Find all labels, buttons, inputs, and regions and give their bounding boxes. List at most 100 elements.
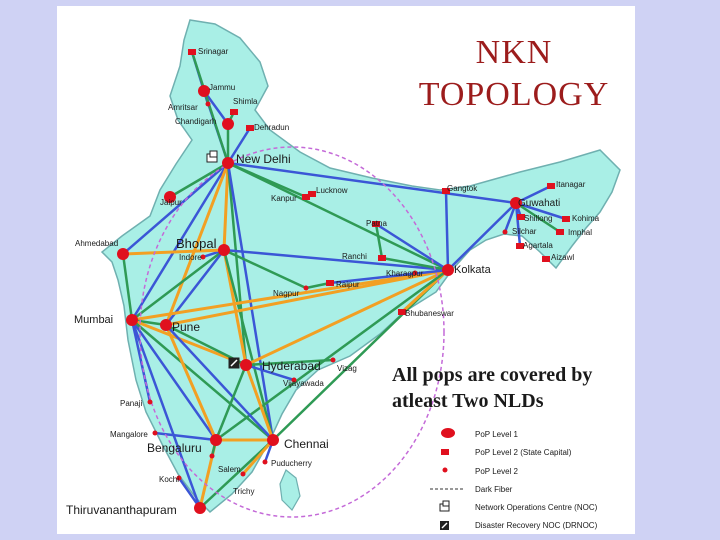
nld-link-bhopal-mumbai: [130, 248, 226, 322]
coverage-caption: All pops are covered by atleast Two NLDs: [392, 362, 642, 414]
nld-link-delhi-srinagar: [190, 50, 230, 165]
pop-level2-capital-lucknow: [308, 191, 316, 197]
label-patna: Patna: [366, 219, 387, 228]
pop-level2-capital-agartala: [516, 243, 524, 249]
pop-level2-nagpur: [303, 285, 309, 291]
nld-link-hyderabad-chennai: [244, 363, 275, 442]
nld-link-guwahati-kohima: [514, 201, 568, 221]
label-chennai: Chennai: [284, 437, 329, 451]
legend-item-drnoc: Disaster Recovery NOC (DRNOC): [440, 521, 598, 530]
label-itanagar: Itanagar: [556, 180, 586, 189]
pop-level2-capital-patna: [372, 221, 380, 227]
nld-link-delhi-kanpur: [226, 161, 308, 199]
nld-link-delhi-hyderabad: [226, 161, 248, 367]
nld-link-mumbai-bengaluru: [130, 318, 218, 442]
pop-level2-capital-imphal: [556, 229, 564, 235]
small-red-dot-icon: [442, 467, 448, 473]
pop-level1-mumbai: [126, 314, 138, 326]
drnoc-icon: [440, 521, 449, 530]
legend-label: Network Operations Centre (NOC): [475, 503, 598, 512]
label-raipur: Raipur: [336, 280, 360, 289]
nld-link-pune-bengaluru: [164, 323, 218, 442]
nld-link-bhopal-kolkata: [222, 248, 450, 272]
label-kanpur: Kanpur: [271, 194, 297, 203]
legend-item-pop-level2: PoP Level 2: [442, 467, 519, 476]
nld-link-guwahati-imphal: [514, 201, 562, 234]
nld-link-mumbai-hyderabad: [130, 318, 248, 367]
label-bhopal: Bhopal: [176, 236, 217, 251]
pop-level1-hyderabad: [240, 359, 252, 371]
island-landmass: [279, 469, 301, 511]
label-bhubaneswar: Bhubaneswar: [405, 309, 454, 318]
pop-level2-capital-kanpur: [302, 194, 310, 200]
pop-level2-capital-aizawl: [542, 256, 550, 262]
nld-link-bengaluru-mangalore: [153, 431, 218, 442]
label-nagpur: Nagpur: [273, 289, 300, 298]
label-imphal: Imphal: [568, 228, 592, 237]
label-salem: Salem: [218, 465, 241, 474]
pop-level1-kolkata: [442, 264, 454, 276]
label-amritsar: Amritsar: [168, 103, 198, 112]
label-bengaluru: Bengaluru: [147, 441, 202, 455]
label-vizag: Vizag: [337, 364, 357, 373]
nld-link-hyderabad-vijayawada: [244, 363, 296, 382]
pop-level2-capital-raipur: [326, 280, 334, 286]
label-pune: Pune: [172, 320, 200, 334]
noc-icon: [439, 500, 450, 512]
nld-link-chennai-trichy: [241, 438, 275, 476]
nld-link-kolkata-pune: [164, 268, 450, 327]
large-red-dot-icon: [441, 428, 455, 438]
legend: PoP Level 1 PoP Level 2 (State Capital) …: [430, 428, 598, 530]
title-line1: NKN: [475, 34, 553, 71]
nld-link-delhi-pune: [164, 161, 230, 327]
nld-link-delhi-guwahati: [226, 161, 518, 205]
pop-level2-capital-itanagar: [547, 183, 555, 189]
nld-link-ahmedabad-mumbai: [121, 252, 134, 322]
pop-level2-salem: [209, 453, 215, 459]
nld-link-raipur-kolkata: [328, 268, 450, 285]
nld-link-tvm-kochi: [177, 476, 202, 510]
label-thiruvananthapuram: Thiruvananthapuram: [66, 503, 177, 517]
label-aizawl: Aizawl: [551, 253, 574, 262]
label-kochi: Kochi: [159, 475, 179, 484]
dark-fiber-layer: [139, 146, 445, 518]
label-jammu: Jammu: [209, 83, 235, 92]
pop-level2-silchar: [502, 229, 508, 235]
pop-level2-panaji: [147, 399, 153, 405]
nld-link-delhi-bhopal: [222, 161, 230, 252]
nld-link-chennai-tvm: [198, 438, 275, 510]
legend-item-pop-level1: PoP Level 1: [441, 428, 519, 439]
label-mangalore: Mangalore: [110, 430, 148, 439]
page-title: NKN TOPOLOGY: [398, 32, 630, 116]
legend-label: PoP Level 1: [475, 430, 519, 439]
nld-link-patna-ranchi: [374, 222, 384, 260]
legend-label: PoP Level 2 (State Capital): [475, 448, 572, 457]
pop-level2-trichy: [240, 471, 246, 477]
red-square-icon: [441, 449, 449, 455]
caption-line2: atleast Two NLDs: [392, 390, 544, 412]
pop-level2-capital-srinagar: [188, 49, 196, 55]
nld-link-mumbai-chennai: [130, 318, 275, 442]
label-jaipur: Jaipur: [160, 198, 182, 207]
pop-level2-kochi: [176, 475, 182, 481]
label-vijayawada: Vijayawada: [283, 379, 324, 388]
nld-link-kolkata-mumbai: [130, 268, 450, 322]
nld-link-hyderabad-bengaluru: [214, 363, 248, 442]
label-kolkata: Kolkata: [454, 264, 492, 276]
nld-link-kolkata-bengaluru: [214, 268, 450, 442]
pop-level2-mangalore: [152, 430, 158, 436]
pop-level1-bengaluru: [210, 434, 222, 446]
pop-level2-indore: [200, 254, 206, 260]
label-guwahati: Guwahati: [518, 198, 560, 209]
label-ahmedabad: Ahmedabad: [75, 239, 118, 248]
pop-level1-ahmedabad: [117, 248, 129, 260]
noc-icon: [206, 150, 218, 163]
drnoc-icon: [228, 357, 240, 369]
nld-link-guwahati-itanagar: [514, 184, 553, 205]
legend-item-pop-level2-capital: PoP Level 2 (State Capital): [441, 448, 572, 457]
nld-link-delhi-ahmedabad: [121, 161, 230, 256]
nld-link-ahmedabad-bhopal: [121, 248, 226, 256]
title-line2: TOPOLOGY: [418, 76, 610, 113]
nld-link-bhopal-chennai: [222, 248, 275, 442]
